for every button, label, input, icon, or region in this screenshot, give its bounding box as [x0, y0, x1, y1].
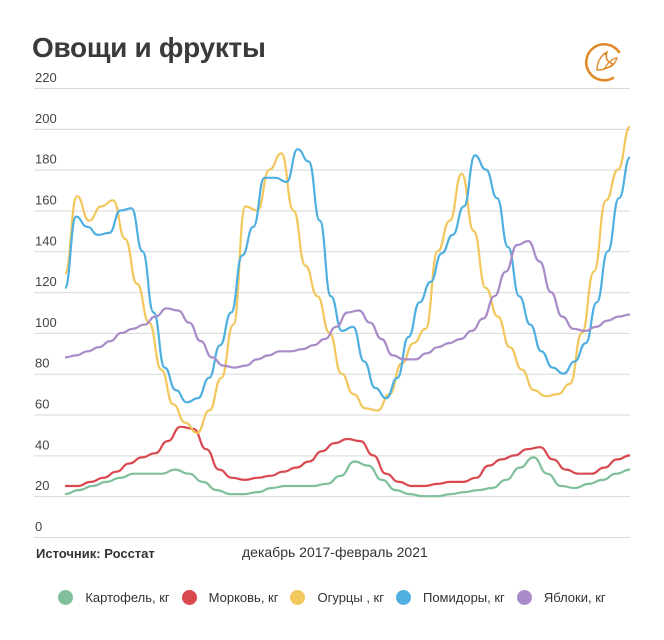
y-tick-label: 100	[35, 315, 57, 330]
legend-dot-icon	[395, 590, 411, 605]
legend-dot-icon	[290, 590, 306, 605]
y-tick-label: 120	[35, 274, 57, 289]
y-tick-label: 220	[35, 70, 57, 85]
legend-item-potato[interactable]: Картофель, кг	[58, 590, 170, 605]
y-tick-label: 200	[35, 111, 57, 126]
series-line	[63, 125, 632, 434]
legend-label: Картофель, кг	[85, 590, 170, 605]
chart-legend: Картофель, кг Морковь, кг Огурцы , кг По…	[0, 590, 664, 605]
y-tick-label: 180	[35, 152, 57, 167]
legend-dot-icon	[58, 590, 74, 605]
legend-dot-icon	[516, 590, 532, 605]
legend-label: Яблоки, кг	[543, 590, 606, 605]
legend-item-tomato[interactable]: Помидоры, кг	[395, 590, 505, 605]
series-line	[64, 240, 631, 369]
legend-item-carrot[interactable]: Морковь, кг	[181, 590, 279, 605]
y-tick-label: 20	[35, 478, 49, 493]
source-note: Источник: Росстат	[36, 546, 155, 561]
legend-item-apple[interactable]: Яблоки, кг	[516, 590, 606, 605]
line-chart: 0 20 40 60 80 100 120 140 160 180 200 220	[34, 70, 632, 538]
y-tick-label: 160	[35, 192, 57, 207]
chart-title: Овощи и фрукты	[32, 32, 266, 63]
legend-label: Помидоры, кг	[422, 590, 505, 605]
legend-label: Огурцы , кг	[317, 590, 384, 605]
series-line	[64, 456, 631, 498]
y-tick-label: 140	[35, 233, 57, 248]
period-label: декабрь 2017-февраль 2021	[242, 544, 428, 560]
y-tick-label: 80	[35, 356, 49, 371]
series-line	[63, 148, 632, 404]
y-tick-label: 0	[35, 519, 42, 534]
bird-in-circle-logo-icon	[584, 42, 621, 82]
legend-item-cucumber[interactable]: Огурцы , кг	[290, 590, 384, 605]
y-tick-label: 40	[35, 437, 49, 452]
legend-dot-icon	[181, 590, 197, 605]
series-line	[65, 425, 631, 488]
y-tick-label: 60	[35, 397, 49, 412]
legend-label: Морковь, кг	[208, 590, 279, 605]
